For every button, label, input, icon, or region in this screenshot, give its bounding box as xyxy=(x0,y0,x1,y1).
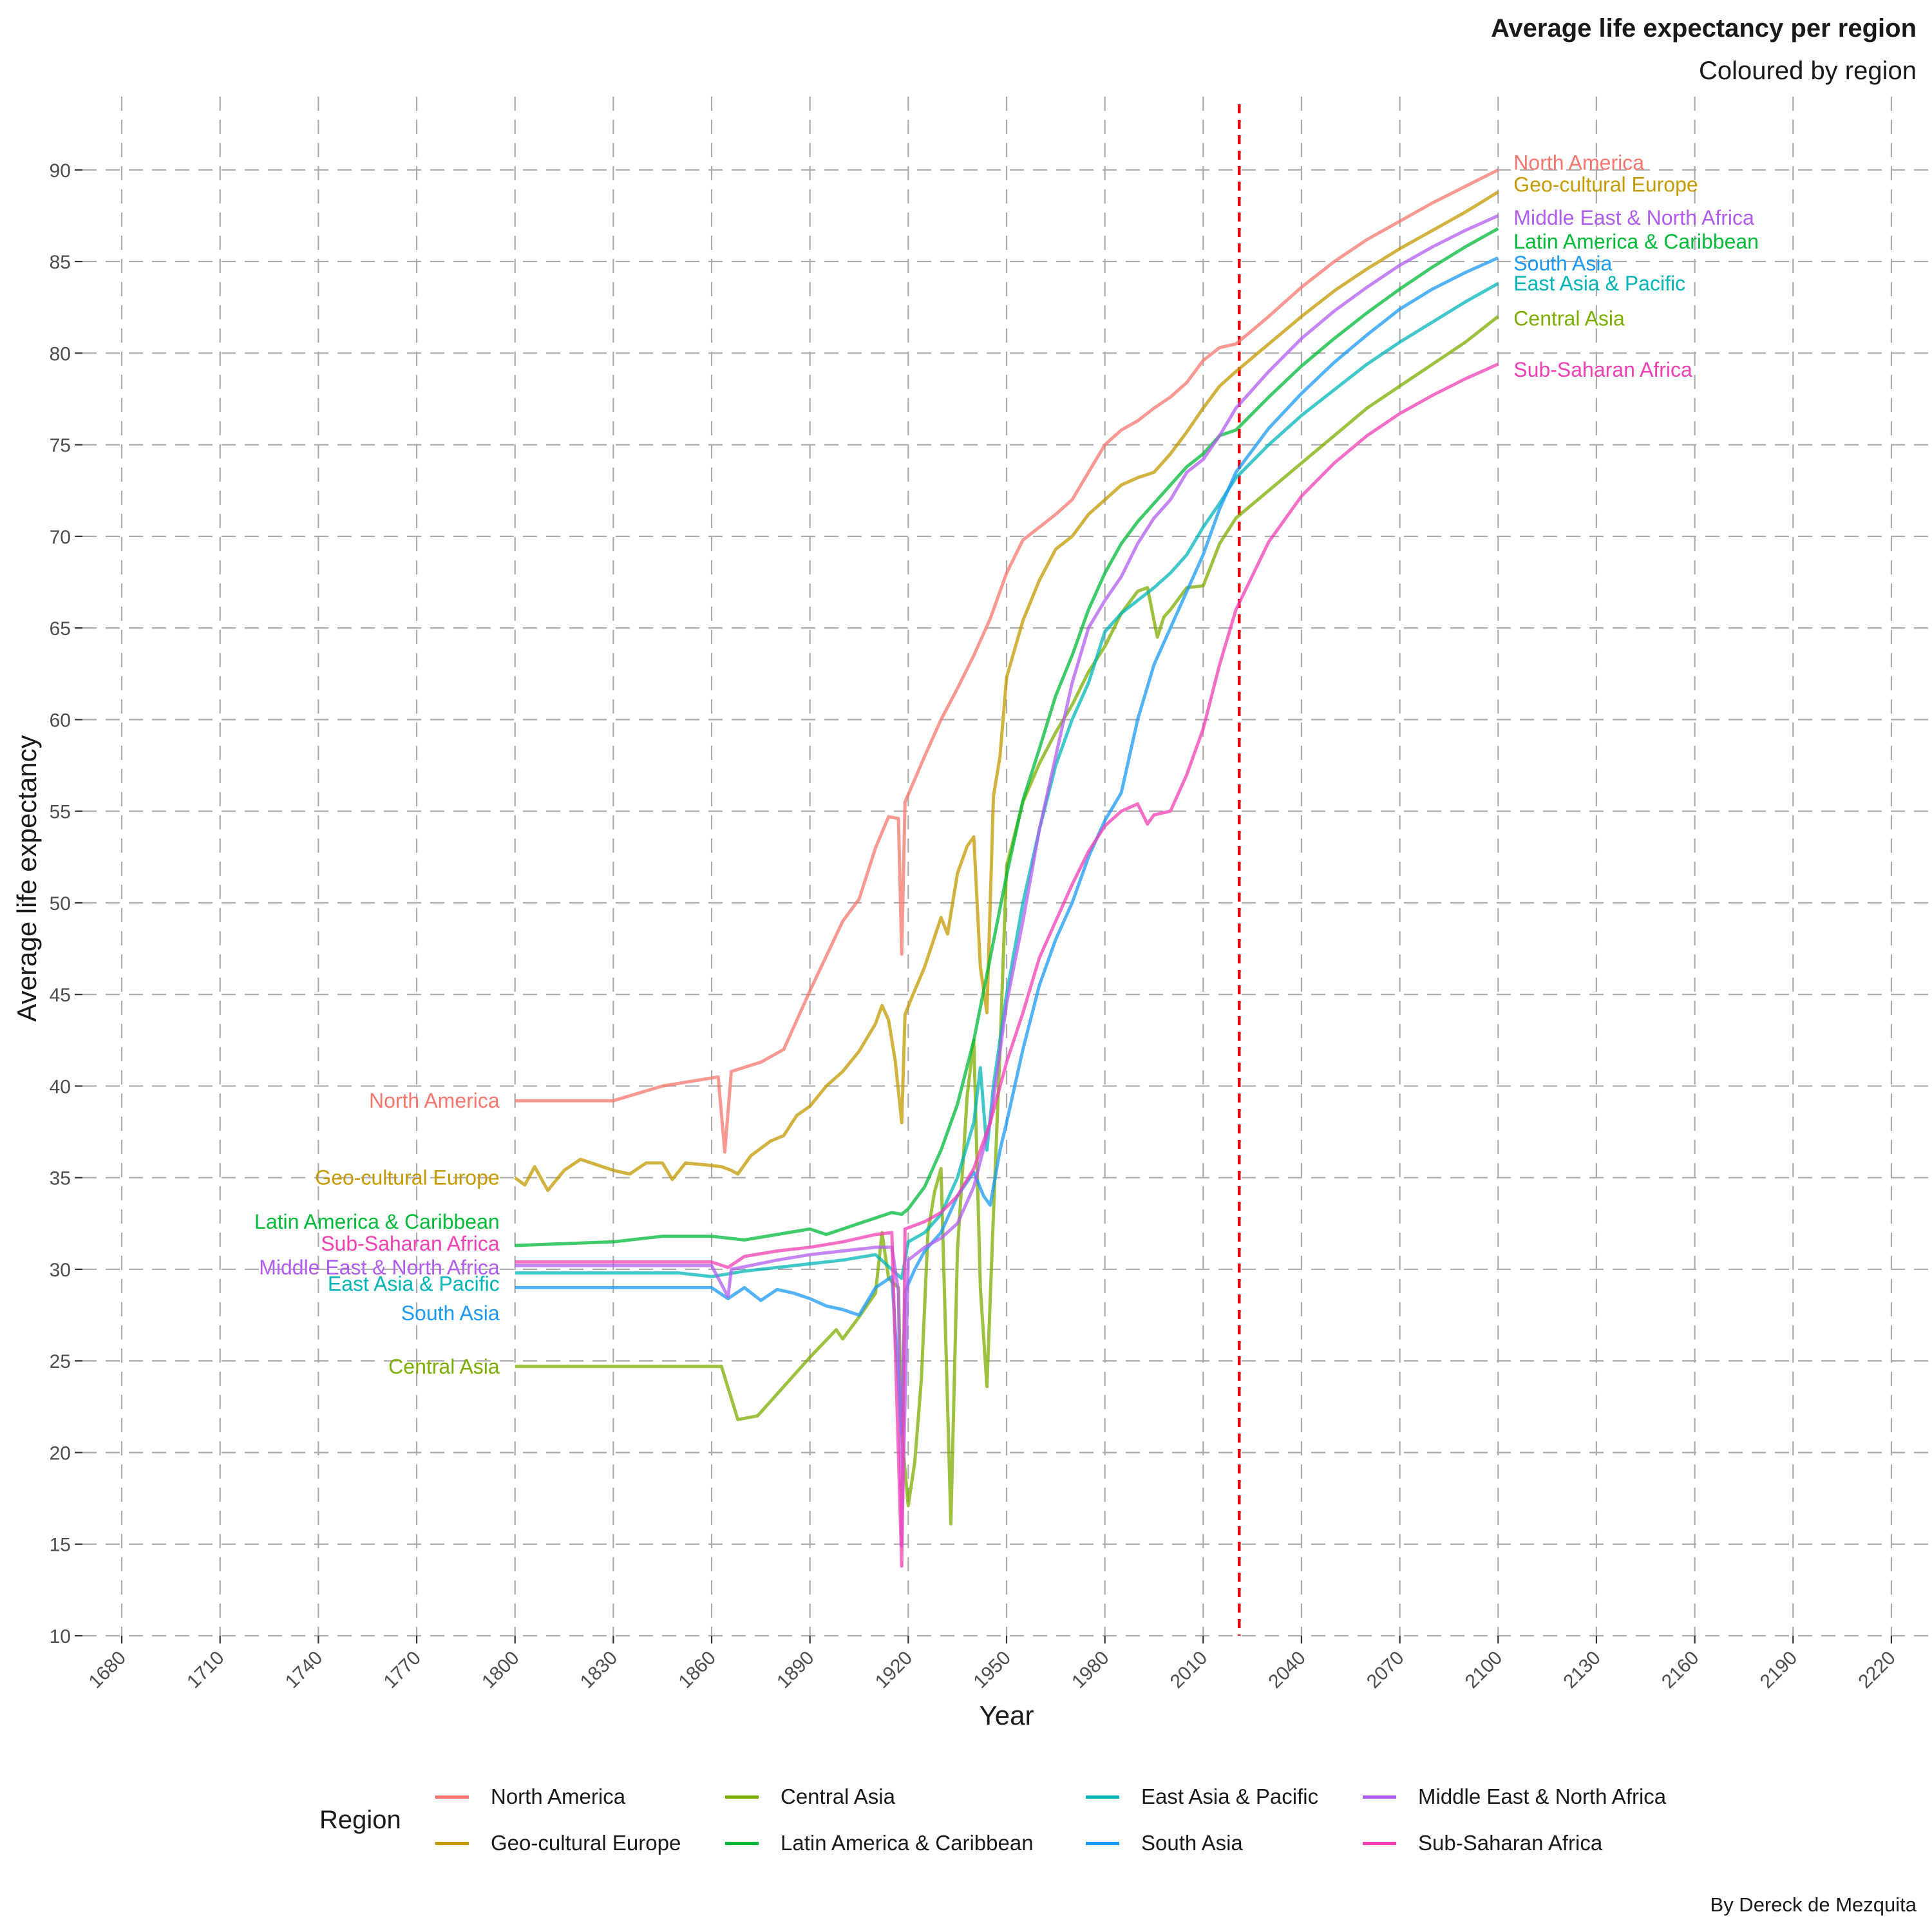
series-line xyxy=(515,363,1499,1568)
x-tick-label: 1920 xyxy=(871,1647,917,1693)
legend-swatch xyxy=(1363,1842,1396,1845)
x-tick-label: 2070 xyxy=(1363,1647,1408,1693)
x-axis: 1680 1710 1740 1770 1800 1830 1860 1890 1920 1950… xyxy=(84,1636,1900,1693)
series-line xyxy=(515,315,1499,1526)
y-tick-label: 90 xyxy=(50,160,71,182)
legend-swatch xyxy=(1363,1795,1396,1799)
x-tick-label: 1980 xyxy=(1068,1647,1113,1693)
series-line xyxy=(514,190,1499,1193)
y-tick-label: 10 xyxy=(50,1626,71,1647)
y-tick-label: 70 xyxy=(50,527,71,548)
x-tick-label: 2190 xyxy=(1756,1647,1802,1693)
caption: By Dereck de Mezquita xyxy=(1710,1893,1917,1916)
series-line xyxy=(515,256,1499,1436)
series-line xyxy=(515,168,1499,1154)
chart-title: Average life expectancy per region xyxy=(1490,14,1917,43)
legend-swatch xyxy=(1086,1795,1119,1799)
series-line xyxy=(515,227,1499,1247)
x-tick-label: 1740 xyxy=(281,1647,327,1693)
legend-swatch xyxy=(1086,1842,1119,1845)
y-tick-label: 80 xyxy=(50,343,71,365)
legend-label: Central Asia xyxy=(781,1785,895,1808)
series-start-label: North America xyxy=(369,1089,500,1112)
legend-label: North America xyxy=(491,1785,626,1808)
chart-subtitle: Coloured by region xyxy=(1699,57,1917,85)
series-lines xyxy=(514,168,1499,1568)
y-tick-label: 55 xyxy=(50,802,71,823)
x-tick-label: 1890 xyxy=(773,1647,819,1693)
y-tick-label: 25 xyxy=(50,1351,71,1372)
x-tick-label: 2160 xyxy=(1658,1647,1703,1693)
legend-swatch xyxy=(435,1842,469,1845)
series-start-label: Sub-Saharan Africa xyxy=(321,1232,500,1255)
y-tick-label: 40 xyxy=(50,1076,71,1097)
x-tick-label: 2130 xyxy=(1559,1647,1605,1693)
legend-swatch xyxy=(435,1795,469,1799)
series-end-label: South Asia xyxy=(1513,252,1612,275)
y-tick-label: 20 xyxy=(50,1443,71,1464)
legend-label: East Asia & Pacific xyxy=(1141,1785,1319,1808)
series-end-label: North America xyxy=(1513,151,1644,174)
x-tick-label: 1680 xyxy=(84,1647,130,1693)
series-start-label: South Asia xyxy=(401,1302,500,1325)
x-tick-label: 1860 xyxy=(674,1647,720,1693)
y-tick-label: 45 xyxy=(50,985,71,1006)
legend-swatch xyxy=(725,1795,759,1799)
series-end-label: Latin America & Caribbean xyxy=(1513,230,1759,253)
series-start-label: Middle East & North Africa xyxy=(259,1256,500,1279)
y-axis: 10 15 20 25 30 35 40 45 50 55 60 65 70 75 80 85 90 xyxy=(50,160,82,1647)
x-tick-label: 1770 xyxy=(379,1647,425,1693)
series-start-label: Geo-cultural Europe xyxy=(315,1166,499,1189)
x-tick-label: 2100 xyxy=(1461,1647,1507,1693)
x-tick-label: 1950 xyxy=(969,1647,1015,1693)
x-tick-label: 1830 xyxy=(576,1647,622,1693)
legend-swatch xyxy=(725,1842,759,1845)
legend-label: Middle East & North Africa xyxy=(1418,1785,1667,1808)
y-tick-label: 60 xyxy=(50,710,71,731)
legend-label: South Asia xyxy=(1141,1831,1243,1855)
legend-title: Region xyxy=(319,1806,401,1834)
y-tick-label: 30 xyxy=(50,1260,71,1281)
series-end-label: Geo-cultural Europe xyxy=(1513,173,1698,196)
series-end-label: Middle East & North Africa xyxy=(1513,206,1754,229)
series-end-label: Sub-Saharan Africa xyxy=(1513,358,1692,381)
series-end-label: Central Asia xyxy=(1513,307,1625,330)
y-axis-title: Average life expectancy xyxy=(12,735,42,1021)
y-tick-label: 50 xyxy=(50,893,71,914)
series-start-label: Central Asia xyxy=(388,1355,500,1378)
y-tick-label: 15 xyxy=(50,1535,71,1556)
x-tick-label: 2220 xyxy=(1854,1647,1900,1693)
series-start-label: East Asia & Pacific xyxy=(328,1273,500,1296)
y-tick-label: 85 xyxy=(50,252,71,273)
series-line xyxy=(515,214,1499,1548)
legend-label: Sub-Saharan Africa xyxy=(1418,1831,1603,1855)
grid xyxy=(82,97,1931,1637)
y-tick-label: 75 xyxy=(50,435,71,457)
y-tick-label: 35 xyxy=(50,1168,71,1189)
x-tick-label: 1710 xyxy=(183,1647,229,1693)
x-tick-label: 1800 xyxy=(478,1647,524,1693)
y-tick-label: 65 xyxy=(50,618,71,639)
legend-label: Geo-cultural Europe xyxy=(491,1831,681,1855)
series-end-label: East Asia & Pacific xyxy=(1513,272,1685,295)
legend: Region North America Geo-cultural Europe C… xyxy=(319,1777,1736,1874)
x-axis-title: Year xyxy=(980,1700,1034,1730)
x-tick-label: 2010 xyxy=(1166,1647,1212,1693)
x-tick-label: 2040 xyxy=(1264,1647,1310,1693)
legend-label: Latin America & Caribbean xyxy=(781,1831,1034,1855)
series-start-label: Latin America & Caribbean xyxy=(254,1210,500,1233)
